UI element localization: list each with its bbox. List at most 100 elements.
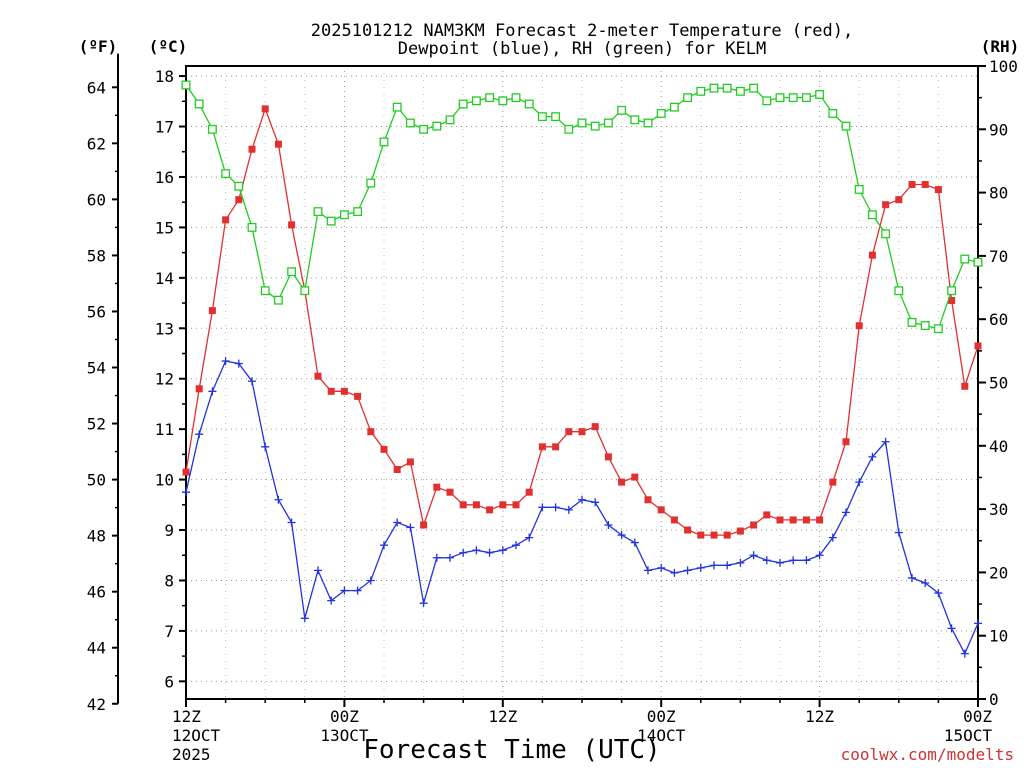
rh-point — [590, 121, 600, 131]
temperature-point — [670, 516, 678, 524]
temperature-point — [512, 501, 520, 509]
rh-point — [273, 295, 283, 305]
rh-tick-label: 60 — [989, 310, 1008, 329]
dewpoint-point — [300, 614, 309, 623]
dewpoint-point — [208, 387, 217, 396]
rh-tick-label: 10 — [989, 627, 1008, 646]
temperature-point — [552, 443, 560, 451]
x-tick-label: 12Z — [488, 707, 517, 726]
rh-point — [854, 184, 864, 194]
rh-point — [379, 137, 389, 147]
dewpoint-point — [274, 495, 283, 504]
rh-point — [788, 93, 798, 103]
dewpoint-point — [195, 430, 204, 439]
dewpoint-point — [789, 556, 798, 565]
rh-point — [881, 229, 891, 239]
dewpoint-point — [749, 551, 758, 560]
temperature-point — [644, 496, 652, 504]
dewpoint-point — [406, 523, 415, 532]
dewpoint-point — [221, 357, 230, 366]
temperature-point — [974, 342, 982, 350]
fahrenheit-tick-label: 48 — [87, 527, 106, 546]
rh-point — [498, 96, 508, 106]
temperature-point — [525, 488, 533, 496]
temperature-point — [842, 438, 850, 446]
rh-point — [405, 118, 415, 128]
rh-point — [260, 286, 270, 296]
dewpoint-point — [947, 624, 956, 633]
celsius-tick-label: 14 — [155, 269, 174, 288]
dewpoint-point — [855, 478, 864, 487]
dewpoint-point — [248, 377, 256, 386]
temperature-point — [288, 221, 296, 229]
dewpoint-point — [657, 563, 666, 572]
rh-axis: 0 10 20 30 40 50 60 70 80 90 100 — [978, 57, 1018, 709]
rh-point — [775, 93, 785, 103]
temperature-point — [961, 382, 969, 390]
dewpoint-point — [723, 561, 732, 570]
chart-title-line1: 2025101212 NAM3KM Forecast 2-meter Tempe… — [311, 21, 853, 41]
temperature-point — [208, 307, 216, 315]
celsius-axis: 6 7 8 9 10 11 12 13 14 15 16 17 18 — [155, 67, 186, 691]
temperature-point — [618, 478, 626, 486]
temperature-point — [393, 466, 401, 474]
temperature-point — [934, 186, 942, 194]
rh-point — [828, 109, 838, 118]
dewpoint-point — [380, 541, 388, 550]
celsius-tick-label: 18 — [155, 67, 174, 86]
fahrenheit-tick-label: 64 — [87, 78, 106, 97]
rh-point — [432, 121, 442, 131]
temperature-point — [816, 516, 824, 524]
rh-point — [749, 83, 759, 93]
dewpoint-point — [974, 619, 982, 628]
temperature-point — [948, 297, 956, 305]
temperature-point — [657, 506, 665, 514]
fahrenheit-tick-label: 44 — [87, 639, 106, 658]
celsius-tick-label: 12 — [155, 370, 174, 389]
dewpoint-point — [644, 566, 652, 575]
rh-point — [551, 112, 561, 122]
series-layer — [181, 80, 983, 658]
temperature-line — [185, 106, 979, 536]
rh-point — [696, 86, 706, 96]
fahrenheit-tick-label: 52 — [87, 415, 106, 434]
rh-tick-label: 40 — [989, 437, 1008, 456]
dewpoint-point — [485, 548, 494, 557]
dewpoint-point — [604, 520, 613, 529]
dewpoint-point — [564, 505, 573, 514]
rh-point — [762, 96, 772, 106]
rh-point — [907, 317, 917, 327]
rh-point — [973, 257, 983, 267]
temperature-point — [604, 453, 612, 461]
temperature-point — [776, 516, 784, 524]
dewpoint-point — [934, 589, 943, 598]
temperature-point — [763, 511, 771, 519]
celsius-tick-label: 16 — [155, 168, 174, 187]
dewpoint-point — [762, 556, 771, 565]
rh-point — [947, 286, 957, 296]
rh-point — [194, 99, 204, 109]
fahrenheit-tick-label: 62 — [87, 134, 106, 153]
x-tick-label: 12Z — [172, 707, 201, 726]
rh-point — [815, 90, 825, 99]
rh-point — [867, 210, 877, 220]
rh-tick-label: 30 — [989, 500, 1008, 519]
rh-point — [894, 286, 904, 296]
temperature-point — [908, 181, 916, 189]
fahrenheit-tick-label: 54 — [87, 359, 106, 378]
celsius-tick-label: 13 — [155, 319, 174, 338]
rh-point — [458, 99, 468, 109]
temperature-point — [868, 251, 876, 259]
dewpoint-point — [868, 452, 877, 461]
temperature-point — [789, 516, 797, 524]
temperature-point — [235, 196, 243, 204]
dewpoint-point — [340, 586, 349, 595]
rh-tick-label: 50 — [989, 374, 1008, 393]
celsius-tick-label: 17 — [155, 118, 174, 137]
dewpoint-point — [472, 546, 481, 555]
fahrenheit-tick-label: 42 — [87, 695, 106, 714]
dewpoint-point — [419, 599, 428, 608]
rh-point — [564, 124, 574, 134]
plot-frame — [185, 65, 979, 700]
